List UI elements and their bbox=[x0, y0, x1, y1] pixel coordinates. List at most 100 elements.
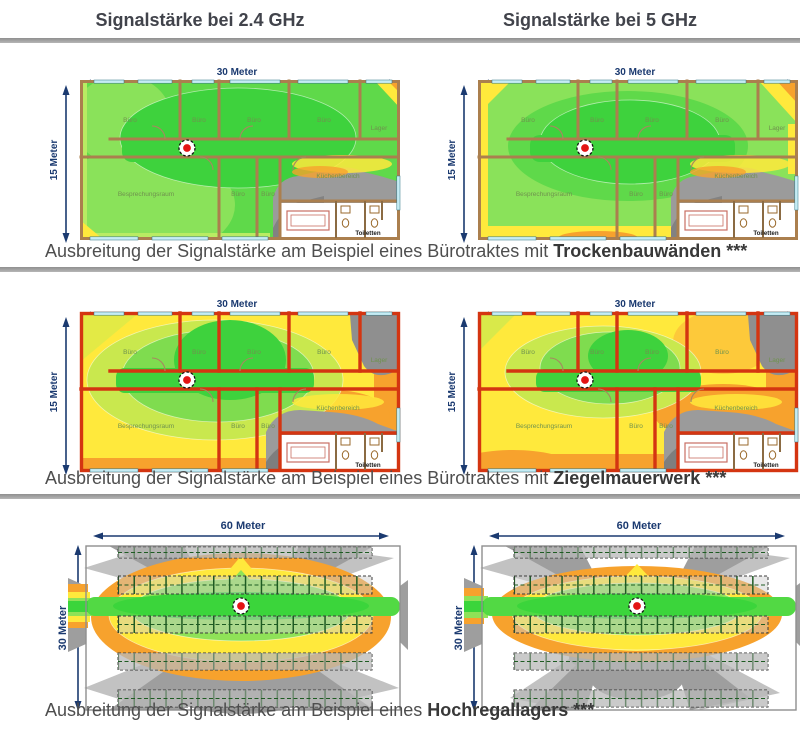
room-label: Büro bbox=[590, 117, 604, 124]
floor-plan-drywall-5ghz: 30 Meter 15 Meter bbox=[447, 67, 799, 243]
signal-heatmap bbox=[80, 312, 400, 472]
dimension-width-label: 30 Meter bbox=[615, 299, 656, 310]
room-label: Büro bbox=[629, 191, 643, 198]
room-label: Büro bbox=[317, 349, 331, 356]
dimension-height: 15 Meter bbox=[49, 85, 70, 243]
room-label: Büro bbox=[192, 117, 206, 124]
room-label: Besprechungsraum bbox=[516, 423, 572, 430]
windows bbox=[487, 79, 799, 241]
door-arcs bbox=[549, 125, 705, 171]
dimension-width-label: 60 Meter bbox=[221, 520, 266, 532]
room-label: Büro bbox=[123, 117, 137, 124]
header-24ghz: Signalstärke bei 2.4 GHz bbox=[95, 10, 305, 30]
room-label: Büro bbox=[231, 191, 245, 198]
rack-row bbox=[117, 689, 373, 708]
building-outline bbox=[85, 545, 401, 711]
caption-bold-term: Ziegelmauerwerk bbox=[553, 468, 701, 488]
access-point-marker bbox=[576, 371, 594, 389]
room-label: Büro bbox=[192, 349, 206, 356]
room-label: Lager bbox=[371, 357, 388, 364]
dimension-width-label: 30 Meter bbox=[615, 67, 656, 78]
room-label: Toiletten bbox=[355, 462, 381, 469]
windows bbox=[89, 311, 401, 473]
room-label: Büro bbox=[123, 349, 137, 356]
room-label: Büro bbox=[261, 191, 275, 198]
room-label: Büro bbox=[715, 117, 729, 124]
section-divider bbox=[0, 38, 800, 43]
interior-partitions bbox=[335, 201, 383, 238]
windows bbox=[89, 79, 401, 241]
access-point-marker bbox=[628, 597, 646, 615]
room-label: Büro bbox=[659, 191, 673, 198]
room-label: Büro bbox=[231, 423, 245, 430]
building-outline bbox=[481, 545, 797, 711]
signal-heatmap bbox=[478, 80, 798, 240]
room-label: Küchenbereich bbox=[714, 405, 758, 412]
dimension-width-label: 30 Meter bbox=[217, 299, 258, 310]
room-label: Lager bbox=[769, 357, 786, 364]
door-arcs bbox=[151, 125, 307, 171]
panel-warehouse-24ghz: 60 Meter 30 Meter bbox=[54, 518, 408, 718]
section-divider bbox=[0, 267, 800, 272]
rack-row bbox=[513, 652, 769, 671]
dimension-height-label: 15 Meter bbox=[49, 140, 60, 181]
floor-plan-brick-5ghz: 30 Meter 15 Meter bbox=[447, 299, 799, 475]
windows bbox=[487, 311, 799, 473]
panel-drywall-5ghz: 30 Meter 15 Meter bbox=[446, 64, 800, 256]
caption-text: Ausbreitung der Signalstärke am Beispiel… bbox=[45, 700, 428, 720]
rack-row bbox=[513, 615, 769, 634]
room-label: Toiletten bbox=[753, 462, 779, 469]
dimension-width-label: 60 Meter bbox=[617, 520, 662, 532]
caption-footnote-marker: *** bbox=[568, 700, 595, 720]
dimension-height-label: 15 Meter bbox=[447, 372, 458, 413]
room-label: Büro bbox=[659, 423, 673, 430]
rack-row bbox=[117, 652, 373, 671]
room-label: Toiletten bbox=[355, 230, 381, 237]
toilet-fixtures bbox=[684, 205, 778, 231]
rack-row bbox=[117, 575, 373, 595]
room-label: Büro bbox=[261, 423, 275, 430]
rack-row bbox=[117, 546, 373, 559]
access-point-marker bbox=[178, 371, 196, 389]
rack-rows bbox=[513, 546, 769, 708]
room-label: Besprechungsraum bbox=[118, 423, 174, 430]
caption-warehouse: Ausbreitung der Signalstärke am Beispiel… bbox=[45, 700, 594, 721]
room-labels: Büro Büro Büro Büro Lager Besprechungsra… bbox=[516, 349, 786, 469]
rack-row bbox=[117, 615, 373, 634]
dimension-height: 15 Meter bbox=[49, 317, 70, 475]
room-labels: Büro Büro Büro Büro Lager Besprechungsra… bbox=[516, 117, 786, 237]
panel-brick-5ghz: 30 Meter 15 Meter bbox=[446, 296, 800, 488]
room-label: Küchenbereich bbox=[714, 173, 758, 180]
room-label: Büro bbox=[645, 117, 659, 124]
caption-text: Ausbreitung der Signalstärke am Beispiel… bbox=[45, 468, 554, 488]
room-label: Toiletten bbox=[753, 230, 779, 237]
dimension-height-label: 30 Meter bbox=[453, 605, 465, 650]
room-label: Lager bbox=[371, 125, 388, 132]
floor-plan-brick-24ghz: 30 Meter 15 Meter bbox=[49, 299, 401, 475]
interior-partitions bbox=[335, 433, 383, 470]
room-labels: Büro Büro Büro Büro Lager Besprechungsra… bbox=[118, 117, 388, 237]
room-label: Büro bbox=[317, 117, 331, 124]
panel-brick-24ghz: 30 Meter 15 Meter bbox=[48, 296, 402, 488]
toilet-fixtures bbox=[286, 437, 380, 463]
access-point-marker bbox=[232, 597, 250, 615]
room-label: Besprechungsraum bbox=[516, 191, 572, 198]
room-label: Büro bbox=[247, 117, 261, 124]
interior-partitions bbox=[733, 433, 781, 470]
dimension-height-label: 15 Meter bbox=[49, 372, 60, 413]
access-point-marker bbox=[178, 139, 196, 157]
toilet-fixtures bbox=[684, 437, 778, 463]
floor-plan-drywall-24ghz: 30 Meter 15 Meter bbox=[49, 67, 401, 243]
signal-heatmap bbox=[80, 80, 400, 240]
room-label: Büro bbox=[590, 349, 604, 356]
caption-bold-term: Hochregallagers bbox=[427, 700, 569, 720]
caption-bold-term: Trockenbauwänden bbox=[553, 241, 722, 261]
dimension-width: 60 Meter bbox=[489, 520, 785, 540]
room-label: Büro bbox=[521, 117, 535, 124]
rack-row bbox=[513, 689, 769, 708]
dimension-height-label: 15 Meter bbox=[447, 140, 458, 181]
room-label: Küchenbereich bbox=[316, 173, 360, 180]
section-divider bbox=[0, 494, 800, 499]
caption-footnote-marker: *** bbox=[700, 468, 727, 488]
